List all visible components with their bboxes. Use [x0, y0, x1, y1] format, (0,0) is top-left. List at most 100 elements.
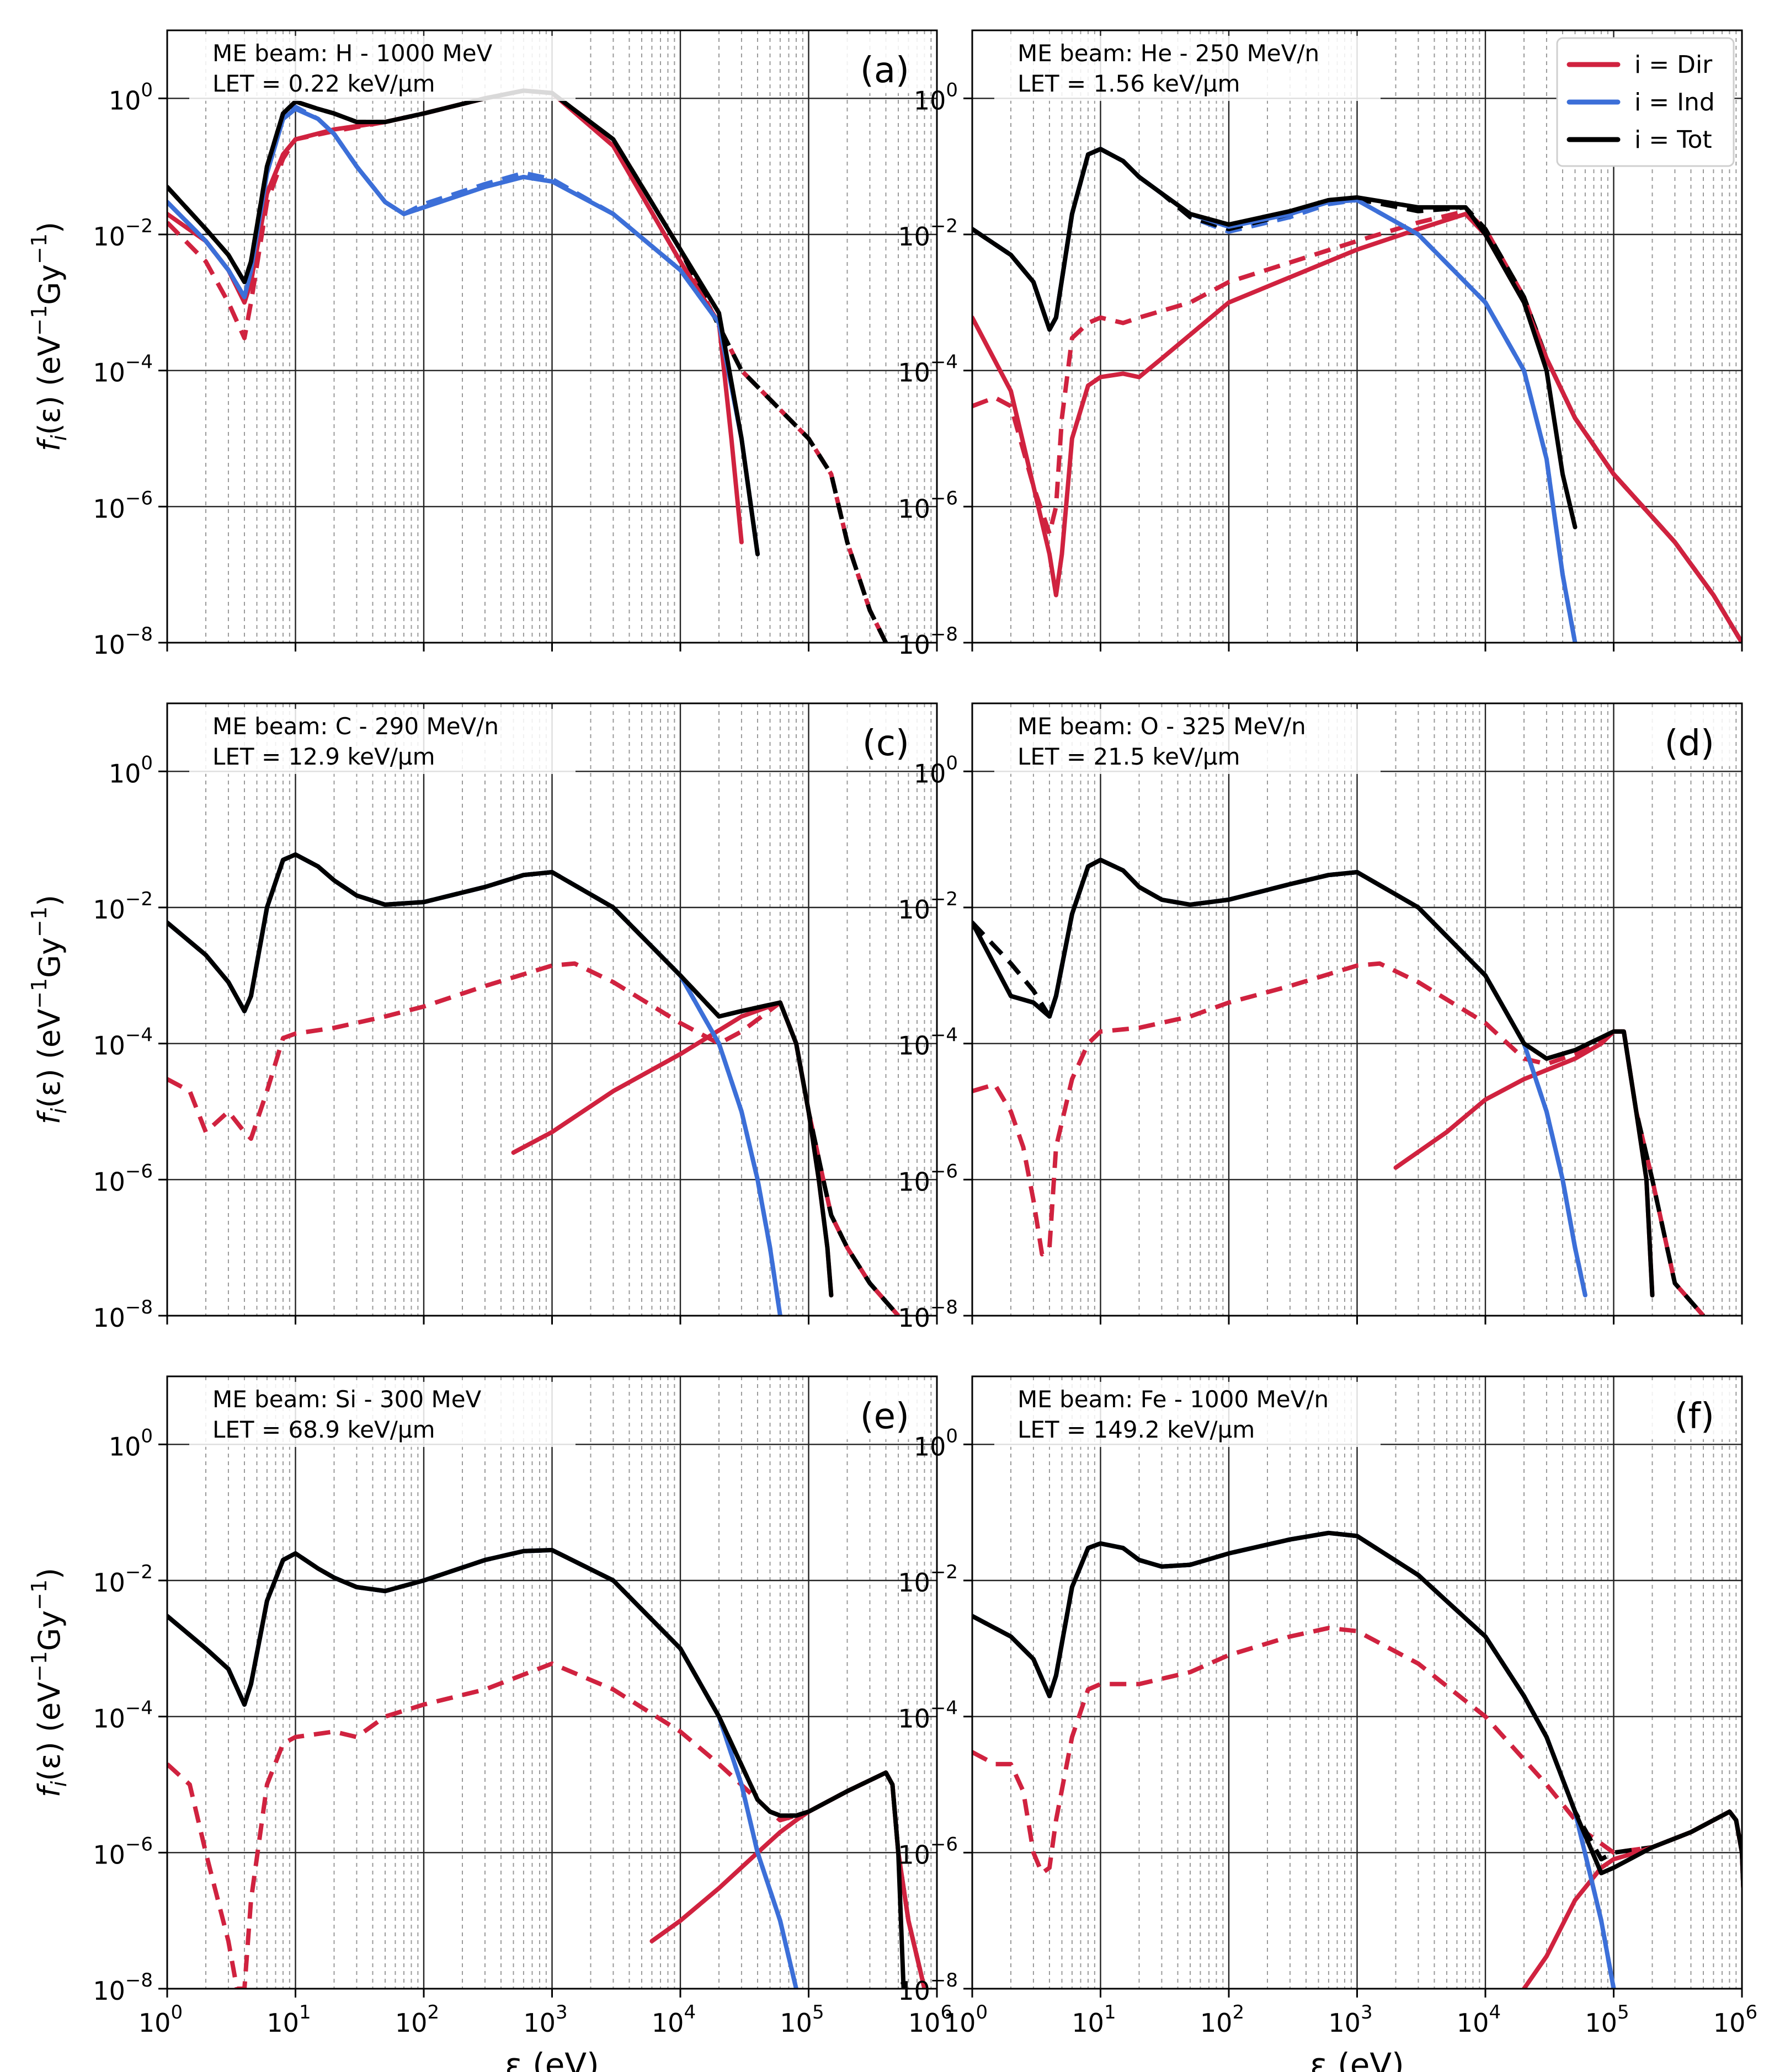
annotation-box	[994, 709, 1381, 774]
legend-entry: i = Tot	[1634, 126, 1712, 154]
legend: i = Dir i = Ind i = Tot	[1556, 37, 1735, 167]
x-tick-label: 101	[267, 2001, 311, 2038]
series-ind-solid-line	[167, 852, 782, 1316]
series-tot-solid-line	[972, 147, 1578, 530]
series-dir-solid-line	[1522, 1809, 1742, 1989]
y-tick-label: 10−8	[898, 1969, 958, 2006]
y-tick-label: 100	[109, 752, 153, 788]
series-tot-solid-line	[167, 88, 760, 557]
series-ind-dashed-line	[972, 147, 1578, 643]
y-tick-label: 10−4	[93, 351, 153, 388]
y-tick-label: 10−2	[898, 1561, 958, 1598]
panel-c: 100 10−2 10−4 10−6 10−8 fi(ε) (eV−1Gy−1) ME be…	[27, 702, 938, 1333]
y-axis-label: fi(ε) (eV−1Gy−1)	[27, 895, 71, 1124]
annotation-line: ME beam: Si - 300 MeV	[212, 1386, 482, 1413]
y-tick-label: 10−8	[898, 623, 958, 660]
annotation-line: ME beam: Fe - 1000 MeV/n	[1017, 1386, 1329, 1413]
x-axis-label: ε (eV)	[505, 2046, 599, 2072]
series-tot-solid-line	[972, 1530, 1742, 1910]
annotation-line: ME beam: H - 1000 MeV	[212, 40, 493, 67]
panel-label: (c)	[862, 723, 909, 764]
y-tick-label: 10−6	[93, 487, 153, 524]
y-tick-label: 10−6	[93, 1160, 153, 1197]
annotation-line: LET = 68.9 keV/μm	[212, 1416, 435, 1443]
x-tick-label: 102	[395, 2001, 439, 2038]
series-tot-solid-line	[167, 852, 834, 1297]
y-tick-label: 100	[109, 79, 153, 115]
annotation-box	[189, 36, 576, 101]
y-tick-label: 10−2	[898, 215, 958, 252]
legend-entry: i = Ind	[1634, 88, 1715, 116]
y-tick-label: 100	[109, 1425, 153, 1461]
x-tick-label: 105	[780, 2001, 824, 2038]
panel-label: (d)	[1664, 723, 1714, 764]
series-ind-dashed-line	[167, 852, 782, 1316]
series-tot-solid-line	[972, 857, 1655, 1297]
y-axis-label: fi(ε) (eV−1Gy−1)	[27, 222, 71, 451]
series-dir-dashed-line	[972, 961, 1706, 1316]
y-tick-label: 10−8	[93, 623, 153, 660]
series-group	[167, 1547, 927, 1989]
x-axis-label: ε (eV)	[1310, 2046, 1404, 2072]
panel-label: (e)	[860, 1396, 909, 1437]
annotation-line: LET = 1.56 keV/μm	[1017, 70, 1240, 97]
y-tick-label: 10−4	[898, 1024, 958, 1061]
series-ind-dashed-line	[972, 857, 1587, 1296]
annotation-line: LET = 149.2 keV/μm	[1017, 1416, 1255, 1443]
annotation-line: LET = 0.22 keV/μm	[212, 70, 435, 97]
annotation-line: ME beam: O - 325 MeV/n	[1017, 713, 1306, 740]
series-dir-dashed-line	[972, 1626, 1742, 1910]
panel-a: 100 10−2 10−4 10−6 10−8 fi(ε) (eV−1Gy−1) ME be…	[27, 29, 938, 660]
y-tick-label: 10−4	[898, 351, 958, 388]
x-tick-label: 101	[1072, 2001, 1116, 2038]
x-tick-label: 100	[944, 2001, 988, 2038]
x-tick-label: 104	[1457, 2001, 1501, 2038]
y-tick-label: 100	[914, 752, 958, 788]
y-tick-label: 100	[914, 79, 958, 115]
series-dir-solid-line	[167, 88, 744, 544]
series-ind-solid-line	[972, 857, 1587, 1297]
y-tick-label: 10−2	[898, 888, 958, 925]
y-tick-label: 10−8	[898, 1296, 958, 1333]
y-tick-label: 10−4	[93, 1024, 153, 1061]
y-tick-label: 10−6	[898, 487, 958, 524]
panel-d: 100 10−2 10−4 10−6 10−8 ME beam: O - 325 MeV/…	[898, 702, 1743, 1333]
series-dir-solid-line	[511, 1000, 834, 1297]
y-tick-label: 10−6	[898, 1160, 958, 1197]
series-tot-solid-line	[167, 1547, 906, 1989]
series-ind-solid-line	[167, 1547, 798, 1989]
panel-label-box	[843, 711, 926, 766]
panel-label-box	[843, 1384, 926, 1439]
x-tick-label: 105	[1585, 2001, 1629, 2038]
y-tick-label: 100	[914, 1425, 958, 1461]
annotation-box	[189, 1382, 576, 1447]
panel-label: (f)	[1675, 1396, 1714, 1437]
y-tick-label: 10−2	[93, 1561, 153, 1598]
series-group	[972, 147, 1742, 643]
series-ind-solid-line	[167, 106, 760, 557]
series-ind-solid-line	[972, 147, 1578, 643]
y-axis-label: fi(ε) (eV−1Gy−1)	[27, 1568, 71, 1797]
y-tick-label: 10−2	[93, 215, 153, 252]
panel-b: 100 10−2 10−4 10−6 10−8 ME beam: He - 250 MeV…	[898, 29, 1743, 660]
panel-label-box	[843, 38, 926, 93]
panel-label-box	[1648, 711, 1731, 766]
series-group	[167, 88, 888, 643]
legend-frame	[1556, 37, 1735, 167]
panel-label: (a)	[860, 50, 909, 91]
series-dir-solid-line	[972, 211, 1742, 643]
y-tick-label: 10−4	[93, 1697, 153, 1734]
x-tick-label: 100	[138, 2001, 183, 2038]
series-ind-dashed-line	[167, 1547, 798, 1989]
series-group	[972, 1530, 1742, 1989]
series-group	[972, 857, 1706, 1316]
annotation-line: ME beam: He - 250 MeV/n	[1017, 40, 1319, 67]
annotation-line: LET = 21.5 keV/μm	[1017, 743, 1240, 770]
y-tick-label: 10−6	[93, 1833, 153, 1870]
annotation-line: ME beam: C - 290 MeV/n	[212, 713, 499, 740]
x-tick-label: 104	[652, 2001, 696, 2038]
annotation-line: LET = 12.9 keV/μm	[212, 743, 435, 770]
x-tick-label: 102	[1200, 2001, 1244, 2038]
